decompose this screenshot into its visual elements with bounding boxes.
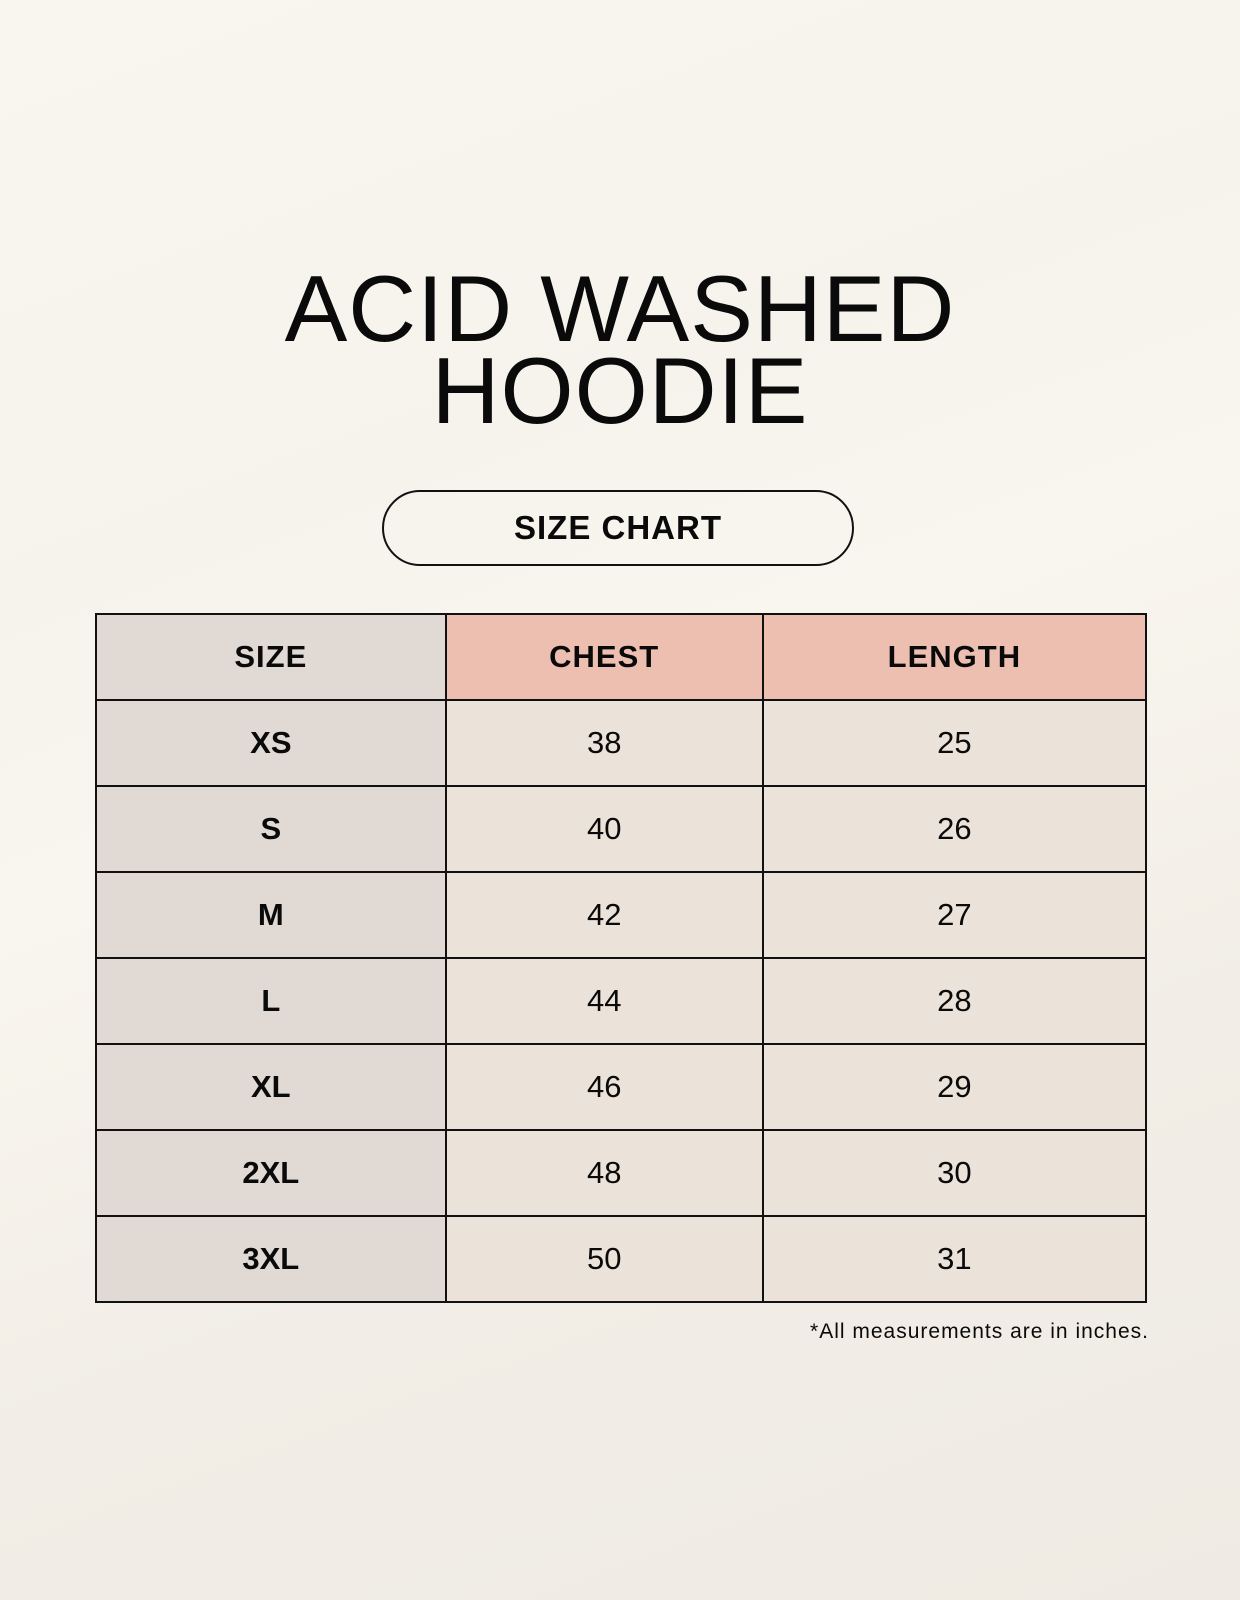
cell-chest: 48 bbox=[444, 1129, 764, 1217]
cell-length: 28 bbox=[761, 957, 1148, 1045]
header-length: LENGTH bbox=[761, 613, 1148, 701]
cell-chest: 46 bbox=[444, 1043, 764, 1131]
cell-size: M bbox=[95, 871, 447, 959]
cell-chest: 38 bbox=[444, 699, 764, 787]
cell-size: 3XL bbox=[95, 1215, 447, 1303]
cell-size: 2XL bbox=[95, 1129, 447, 1217]
cell-size: XS bbox=[95, 699, 447, 787]
cell-length: 25 bbox=[761, 699, 1148, 787]
table-header-row: SIZE CHEST LENGTH bbox=[95, 613, 1148, 701]
cell-length: 26 bbox=[761, 785, 1148, 873]
cell-length: 29 bbox=[761, 1043, 1148, 1131]
footnote: *All measurements are in inches. bbox=[810, 1320, 1149, 1343]
table-row: M 42 27 bbox=[95, 871, 1148, 959]
cell-length: 27 bbox=[761, 871, 1148, 959]
table-row: XS 38 25 bbox=[95, 699, 1148, 787]
page-title: ACID WASHED HOODIE bbox=[0, 256, 1240, 443]
table-row: 2XL 48 30 bbox=[95, 1129, 1148, 1217]
header-size: SIZE bbox=[95, 613, 447, 701]
cell-size: XL bbox=[95, 1043, 447, 1131]
cell-length: 30 bbox=[761, 1129, 1148, 1217]
table-row: XL 46 29 bbox=[95, 1043, 1148, 1131]
table-row: S 40 26 bbox=[95, 785, 1148, 873]
size-chart-label: SIZE CHART bbox=[382, 490, 854, 566]
header-chest: CHEST bbox=[444, 613, 764, 701]
cell-chest: 42 bbox=[444, 871, 764, 959]
cell-chest: 40 bbox=[444, 785, 764, 873]
cell-size: L bbox=[95, 957, 447, 1045]
cell-size: S bbox=[95, 785, 447, 873]
table-row: L 44 28 bbox=[95, 957, 1148, 1045]
cell-chest: 44 bbox=[444, 957, 764, 1045]
table-row: 3XL 50 31 bbox=[95, 1215, 1148, 1303]
cell-chest: 50 bbox=[444, 1215, 764, 1303]
cell-length: 31 bbox=[761, 1215, 1148, 1303]
title-line-2: HOODIE bbox=[431, 338, 809, 443]
title-line-1: ACID WASHED bbox=[284, 256, 956, 361]
size-table: SIZE CHEST LENGTH XS 38 25 S 40 26 M 42 27 L 44 28 X… bbox=[95, 613, 1148, 1303]
